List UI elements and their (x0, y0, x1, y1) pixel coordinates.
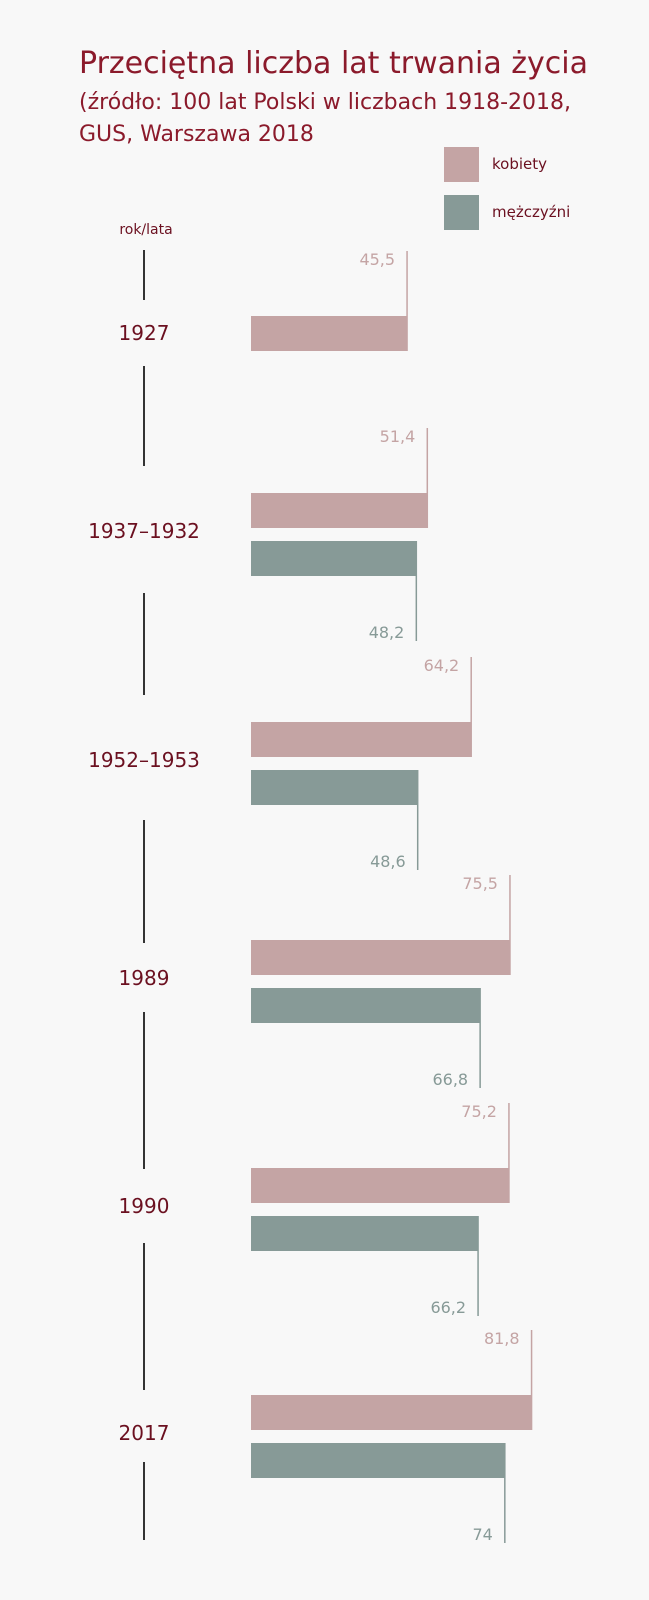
year-label-5: 2017 (119, 1421, 170, 1445)
bar-mezczyzni-4 (251, 1216, 479, 1251)
bar-kobiety-1 (251, 493, 428, 528)
bar-mezczyzni-5 (251, 1443, 505, 1478)
value-label-mezczyzni-3: 66,8 (432, 1070, 468, 1089)
year-label-4: 1990 (119, 1194, 170, 1218)
value-label-kobiety-5: 81,8 (484, 1329, 520, 1348)
year-label-0: 1927 (119, 321, 170, 345)
axis-label: rok/lata (119, 222, 172, 238)
value-label-mezczyzni-1: 48,2 (369, 623, 405, 642)
legend-label-mezczyzni: mężczyźni (492, 203, 570, 221)
chart-marks: 1927 45,5 1937–1932 51,4 48,2 1952–1953 64,2 48… (88, 250, 533, 1544)
value-label-mezczyzni-4: 66,2 (430, 1298, 466, 1317)
bar-kobiety-5 (251, 1395, 532, 1430)
value-label-mezczyzni-5: 74 (472, 1525, 492, 1544)
bar-mezczyzni-3 (251, 988, 481, 1023)
legend-swatch-kobiety (444, 147, 479, 182)
chart-subtitle-line-1: (źródło: 100 lat Polski w liczbach 1918-… (79, 90, 571, 115)
bar-kobiety-3 (251, 940, 510, 975)
value-label-mezczyzni-2: 48,6 (370, 852, 406, 871)
bar-mezczyzni-1 (251, 541, 417, 576)
year-label-2: 1952–1953 (88, 748, 200, 772)
chart-subtitle-line-2: GUS, Warszawa 2018 (79, 122, 314, 147)
year-label-3: 1989 (119, 966, 170, 990)
bar-kobiety-4 (251, 1168, 509, 1203)
value-label-kobiety-1: 51,4 (380, 427, 416, 446)
value-label-kobiety-0: 45,5 (359, 250, 395, 269)
value-label-kobiety-2: 64,2 (424, 656, 460, 675)
legend: kobiety mężczyźni (444, 147, 570, 230)
chart-title: Przeciętna liczba lat trwania życia (79, 46, 588, 81)
bar-kobiety-0 (251, 316, 408, 351)
bar-kobiety-2 (251, 722, 472, 757)
bar-mezczyzni-2 (251, 770, 418, 805)
value-label-kobiety-3: 75,5 (462, 874, 498, 893)
legend-label-kobiety: kobiety (492, 155, 547, 173)
value-label-kobiety-4: 75,2 (461, 1102, 497, 1121)
legend-swatch-mezczyzni (444, 195, 479, 230)
year-label-1: 1937–1932 (88, 519, 200, 543)
